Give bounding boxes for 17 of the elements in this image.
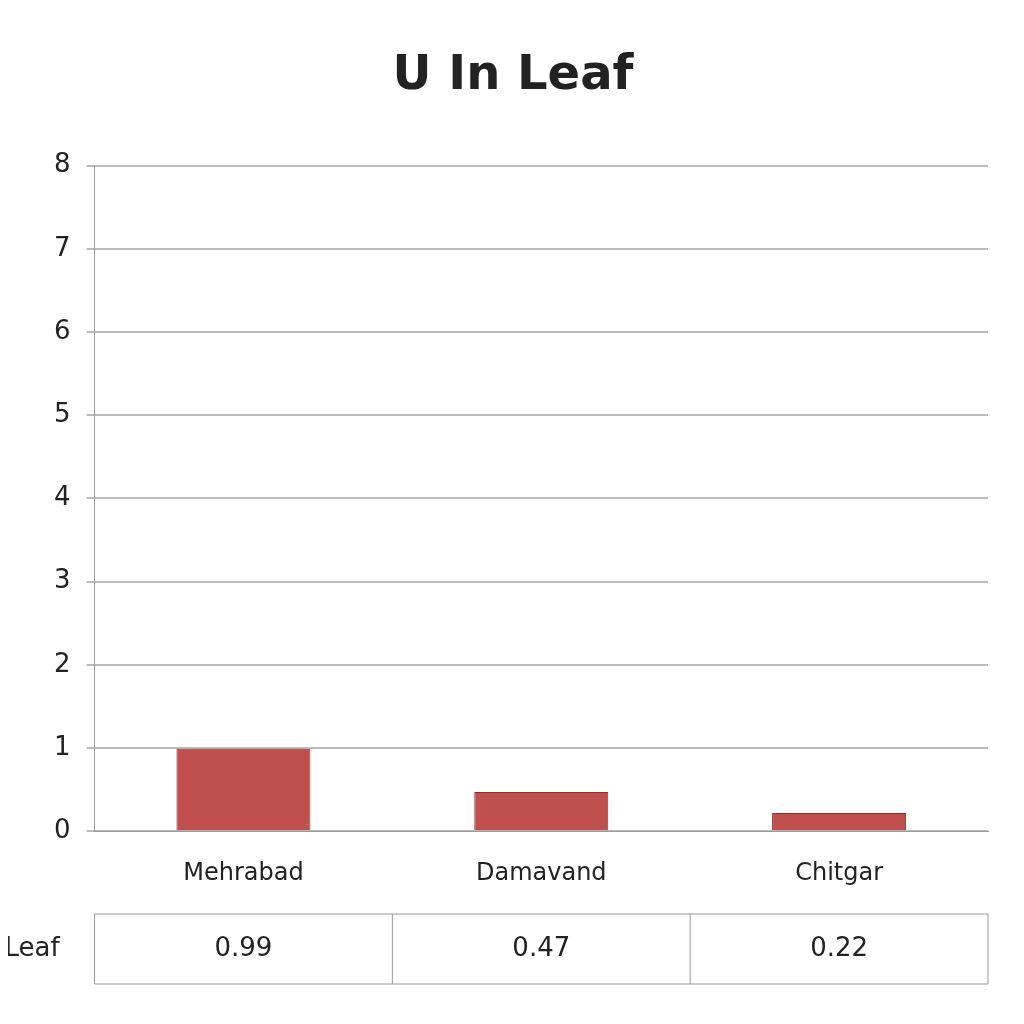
y-tick-label: 8	[54, 148, 71, 179]
y-tick-label: 0	[54, 813, 71, 844]
y-tick-label: 5	[54, 397, 71, 428]
y-tick-label: 2	[54, 647, 71, 678]
x-tick-label: Mehrabad	[183, 857, 304, 886]
chart-title: U In Leaf	[392, 44, 635, 101]
y-tick-label: 7	[54, 231, 71, 262]
x-tick-label: Chitgar	[795, 857, 884, 886]
y-tick-label: 6	[54, 314, 71, 345]
data-label: 0.22	[810, 931, 869, 962]
text: Leaf	[4, 931, 61, 962]
y-tick-label: 4	[54, 481, 71, 512]
y-tick-label: 3	[54, 564, 71, 595]
y-tick-label: 1	[54, 730, 71, 761]
data-label: 0.99	[214, 931, 273, 962]
x-tick-label: Damavand	[475, 857, 607, 886]
data-label: 0.47	[512, 931, 571, 962]
